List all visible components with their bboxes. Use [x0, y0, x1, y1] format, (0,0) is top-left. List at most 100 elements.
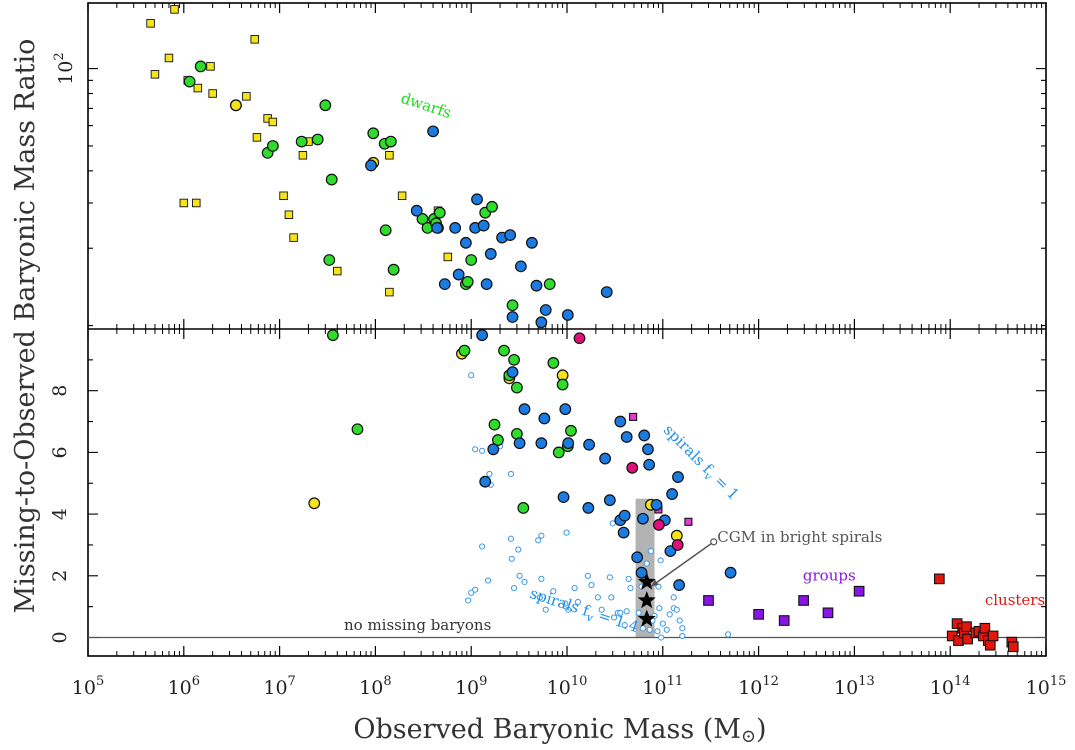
- groups-point-2: [778, 615, 790, 626]
- spirals-fv-1.4-open-point-11: [521, 578, 528, 586]
- spirals-fv-1.4-open-point-51: [656, 605, 663, 612]
- clusters-point-13: [984, 639, 996, 651]
- spirals-fv-1.4-open-point-26: [565, 606, 572, 613]
- spirals-fv-1.4-open-point-55: [663, 626, 670, 633]
- spirals-circles-point-1: [427, 125, 439, 138]
- cgm-stars-point-1: [637, 591, 656, 609]
- dwarfs-circles-point-10: [367, 127, 380, 140]
- blue-circles-point-23: [642, 443, 654, 456]
- spirals-fv-1.4-open-point-10: [515, 546, 522, 553]
- dwarfs-open-squares-point-11: [268, 117, 278, 127]
- spirals-fv-1.4-open-point-37: [617, 609, 624, 616]
- spirals-fv-1.4-open-point-41: [627, 585, 634, 592]
- x-tick-label-13: 1013: [834, 674, 875, 699]
- spirals-fv-1.4-open-point-16: [465, 597, 472, 604]
- spirals-fv-1.4-open-point-50: [654, 628, 661, 635]
- groups-point-4: [822, 607, 834, 619]
- blue-circles-point-13: [599, 452, 612, 465]
- spirals-circles-point-12: [484, 248, 497, 260]
- blue-circles-point-30: [673, 579, 686, 591]
- yellow-circles-point-0: [308, 497, 321, 510]
- blue-circles-point-15: [614, 415, 627, 428]
- annotation-clusters-5: clusters: [985, 591, 1045, 609]
- spirals-fv-1.4-open-point-6: [507, 470, 515, 478]
- blue-circles-point-25: [650, 498, 663, 511]
- spirals-fv-1.4-open-point-2: [479, 447, 486, 454]
- dwarfs-open-squares-point-8: [242, 92, 251, 101]
- spirals-fv-1.4-open-point-0: [468, 372, 475, 379]
- spirals-circles-point-4: [438, 278, 451, 291]
- spirals-fv-1.4-open-point-35: [610, 614, 618, 621]
- spirals-fv-1.4-open-point-54: [659, 620, 666, 627]
- spirals-circles-point-11: [480, 278, 493, 291]
- dwarfs-open-squares-point-17: [284, 210, 294, 219]
- green-circles-point-1: [351, 423, 364, 436]
- pink-squares-point-0: [629, 412, 638, 421]
- spirals-fv-1.4-open-point-34: [606, 574, 613, 581]
- magenta-circles-point-0: [573, 332, 586, 345]
- spirals-fv-1.4-open-point-25: [563, 529, 570, 536]
- spirals-circles-point-15: [506, 311, 519, 323]
- x-tick-label-11: 1011: [642, 674, 683, 699]
- green-circles-point-3: [488, 418, 501, 431]
- spirals-fv-1.4-open-point-18: [535, 537, 542, 544]
- spirals-circles-point-21: [561, 309, 574, 321]
- yellow-circles-point-0: [230, 99, 242, 112]
- groups-point-5: [853, 585, 865, 597]
- spirals-fv-1.4-open-point-21: [536, 594, 543, 601]
- x-tick-label-5: 105: [72, 674, 104, 699]
- x-tick-label-12: 1012: [738, 674, 779, 699]
- y-tick-label-bottom: 4: [49, 508, 71, 520]
- blue-circles-point-5: [518, 403, 531, 416]
- spirals-fv-1.4-open-point-14: [484, 577, 492, 584]
- dwarfs-circles-point-1: [183, 75, 196, 88]
- spirals-circles-point-2: [410, 204, 423, 217]
- spirals-fv-1.4-open-point-42: [609, 520, 616, 527]
- y-axis-title: Missing-to-Observed Baryonic Mass Ratio: [10, 39, 41, 614]
- dwarfs-open-squares-point-24: [443, 252, 453, 262]
- spirals-fv-1.4-open-point-39: [623, 608, 630, 615]
- blue-circles-point-16: [620, 431, 633, 443]
- dwarfs-open-squares-point-13: [192, 198, 201, 208]
- spirals-fv-1.4-open-point-20: [538, 575, 545, 582]
- spirals-fv-1.4-open-point-31: [594, 594, 601, 601]
- blue-circles-point-31: [635, 566, 648, 579]
- spirals-fv-1.4-open-point-40: [625, 575, 632, 582]
- dwarfs-circles-point-25: [506, 299, 519, 312]
- x-tick-label-15: 1015: [1026, 674, 1067, 699]
- spirals-circles-point-3: [431, 221, 443, 234]
- dwarfs-open-squares-point-5: [193, 83, 203, 93]
- dwarfs-open-squares-point-25: [397, 191, 407, 201]
- spirals-fv-1.4-open-point-3: [486, 470, 493, 478]
- dwarfs-circles-point-21: [461, 275, 474, 288]
- dwarfs-open-squares-point-18: [298, 151, 308, 160]
- blue-circles-point-20: [631, 551, 644, 564]
- dwarfs-circles-point-12: [384, 135, 397, 148]
- spirals-fv-1.4-open-point-12: [510, 585, 518, 592]
- blue-circles-point-32: [724, 566, 737, 579]
- green-circles-point-11: [547, 357, 560, 369]
- dwarfs-open-squares-point-1: [150, 70, 160, 79]
- spirals-fv-1.4-open-point-56: [666, 611, 673, 618]
- dwarfs-circles-point-15: [416, 213, 429, 225]
- dwarfs-open-squares-point-14: [250, 35, 259, 44]
- dwarfs-open-squares-point-21: [385, 151, 394, 160]
- dwarfs-circles-point-14: [387, 263, 400, 276]
- spirals-fv-1.4-open-point-53: [658, 634, 665, 641]
- blue-circles-point-21: [637, 512, 649, 525]
- blue-circles-point-11: [583, 438, 595, 451]
- dwarfs-open-squares-point-22: [385, 287, 394, 297]
- x-axis-title: Observed Baryonic Mass (M⊙): [353, 714, 766, 747]
- blue-circles-point-24: [643, 458, 656, 471]
- green-circles-point-12: [556, 378, 569, 391]
- spirals-fv-1.4-open-point-45: [635, 609, 642, 616]
- dwarfs-circles-point-8: [323, 254, 336, 266]
- dwarfs-circles-point-22: [465, 254, 478, 266]
- blue-circles-point-3: [506, 366, 519, 379]
- dwarfs-open-squares-point-0: [146, 19, 155, 28]
- dwarfs-circles-point-26: [543, 278, 556, 291]
- spirals-fv-1.4-open-point-60: [676, 617, 683, 624]
- dwarfs-circles-point-19: [433, 206, 446, 219]
